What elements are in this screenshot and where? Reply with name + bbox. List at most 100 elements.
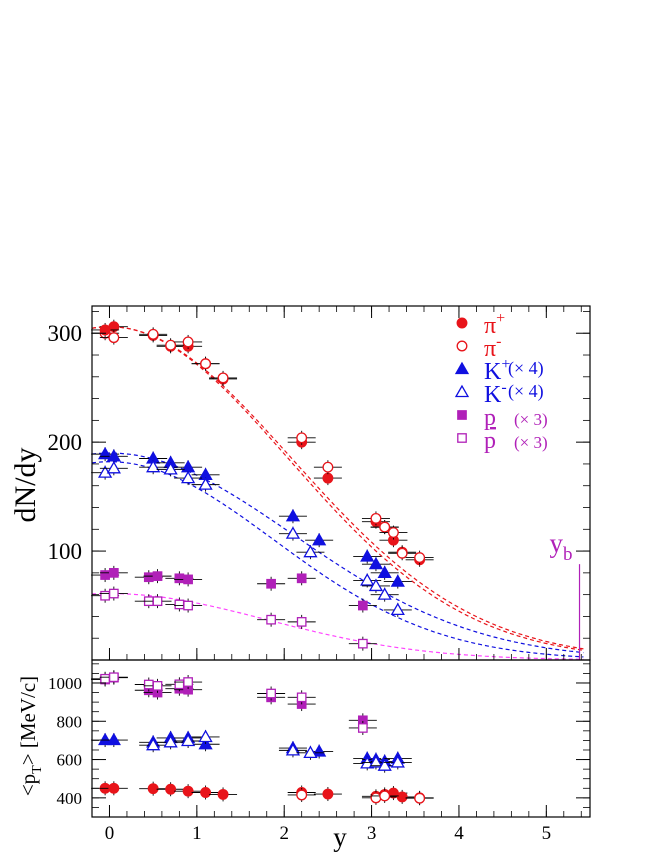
legend-label-symbol-2: K [484,359,502,385]
dndy-1-point-10 [379,521,391,533]
dndy-4-point-6 [285,526,301,539]
bottom-y-axis-label: <pT> [MeV/c] [16,676,45,796]
dndy-6-point-5 [183,600,193,611]
dndy-4-point-10 [377,587,392,600]
dndy-6-point-6 [266,614,276,625]
meanpt-5-point-8 [357,723,368,733]
dndy-4-point-8 [360,573,375,586]
dndy-1-point-8 [322,461,334,473]
dndy-4-point-2 [146,459,161,473]
bottom-y-axis-label-ylabel_tail: > [MeV/c] [16,676,40,765]
meanpt-3-point-1 [163,735,178,748]
legend-label-sup-1: - [496,333,501,350]
meanpt-3-point-0 [146,737,161,751]
top-y-axis-label: dN/dy [9,448,42,523]
beam-rapidity-label: yb [550,528,573,565]
legend-suffix-3: (× 4) [508,381,544,402]
dndy-5-point-6 [266,578,276,589]
meanpt-2-point-1 [106,732,121,746]
meanpt-1-point-2 [379,790,391,802]
legend-marker-1 [456,340,468,352]
dndy-3-point-7 [312,532,327,546]
meanpt-3-point-2 [180,733,196,747]
meanpt-0-point-4 [182,785,194,797]
meanpt-0-point-6 [217,788,229,800]
meanpt-1-point-3 [414,792,426,804]
meanpt-3-point-8 [377,758,392,771]
dndy-5-point-5 [183,574,193,585]
x-tick-label-4: 4 [454,823,464,844]
meanpt-5-point-3 [152,680,163,691]
meanpt-5-point-2 [143,679,154,690]
dndy-5-point-3 [152,571,163,581]
meanpt-0-point-5 [200,787,212,798]
dndy-5-point-0 [100,570,110,580]
bottom-y-axis-label-ylabel: <p [16,774,40,796]
dndy-4-point-11 [390,602,405,616]
meanpt-3-point-7 [368,755,384,768]
dndy-4-point-5 [198,477,213,490]
legend-label-symbol-4: p [484,405,496,431]
dndy-4-point-1 [106,460,121,474]
dndy-6-point-3 [152,596,163,607]
dndy-6-point-1 [108,588,119,599]
legend-label-sup-2: + [501,356,510,373]
legend-label-5: p [484,428,496,454]
legend-marker-4 [457,410,467,420]
x-tick-label-3: 3 [367,823,377,844]
dndy-4-point-4 [180,470,196,484]
meanpt-5-point-4 [174,679,185,690]
legend-suffix-5: (× 3) [514,433,548,452]
dndy-5-point-7 [296,573,307,584]
axis-ticks: 0 1 2 3 4 5 100 200 300 400 600 800 1000 [48,306,590,844]
meanpt-0-point-8 [322,788,334,800]
fit-curve-3 [91,461,584,658]
dndy-6-point-8 [357,638,368,649]
dndy-1-point-5 [200,358,212,370]
dndy-3-point-6 [285,508,301,522]
x-axis-label: y [333,822,347,852]
legend-marker-3 [454,384,470,398]
dndy-1-point-9 [370,512,382,524]
legend-label-0: π+ [484,310,505,339]
axes-frame [91,305,591,818]
meanpt-0-point-3 [165,783,177,795]
x-tick-label-2: 2 [279,823,289,844]
meanpt-2-point-7 [312,744,327,757]
x-tick-label-1: 1 [192,823,202,844]
legend-label-4: p [484,405,496,431]
meanpt-1-point-1 [370,792,382,804]
dndy-0-point-7 [322,472,334,484]
dndy-1-point-12 [396,547,408,559]
meanpt-5-point-1 [108,672,119,683]
legend-label-2: K+ [484,356,510,385]
dndy-5-point-4 [174,573,185,584]
bottom-y-tick-label-2: 800 [57,712,83,731]
bottom-panel-frame [91,659,591,818]
meanpt-5-point-7 [296,692,307,703]
dndy-3-point-9 [368,556,384,570]
dndy-1-point-1 [108,332,120,344]
legend: π+π-K+(× 4)K- (× 4)p (× 3)p (× 3) [454,310,548,454]
legend-marker-2 [454,361,470,375]
fit-curve-4 [91,593,584,660]
legend-marker-0 [456,317,468,329]
dndy-6-point-0 [100,590,110,601]
dndy-1-point-3 [165,339,177,351]
meanpt-0-point-2 [147,783,159,795]
dndy-1-point-2 [147,328,159,340]
data-markers [91,319,581,806]
legend-suffix-4: (× 3) [514,410,548,429]
dndy-3-point-1 [106,449,121,462]
dndy-5-point-2 [143,572,154,583]
dndy-3-point-8 [360,549,375,562]
dndy-1-point-6 [217,372,229,384]
dndy-3-point-10 [377,565,392,579]
meanpt-3-point-5 [303,745,318,759]
legend-label-3: K- [484,379,507,408]
legend-label-symbol-0: π [484,313,496,339]
meanpt-3-point-9 [390,755,405,768]
meanpt-5-point-5 [183,677,193,687]
dndy-4-point-7 [303,544,318,558]
